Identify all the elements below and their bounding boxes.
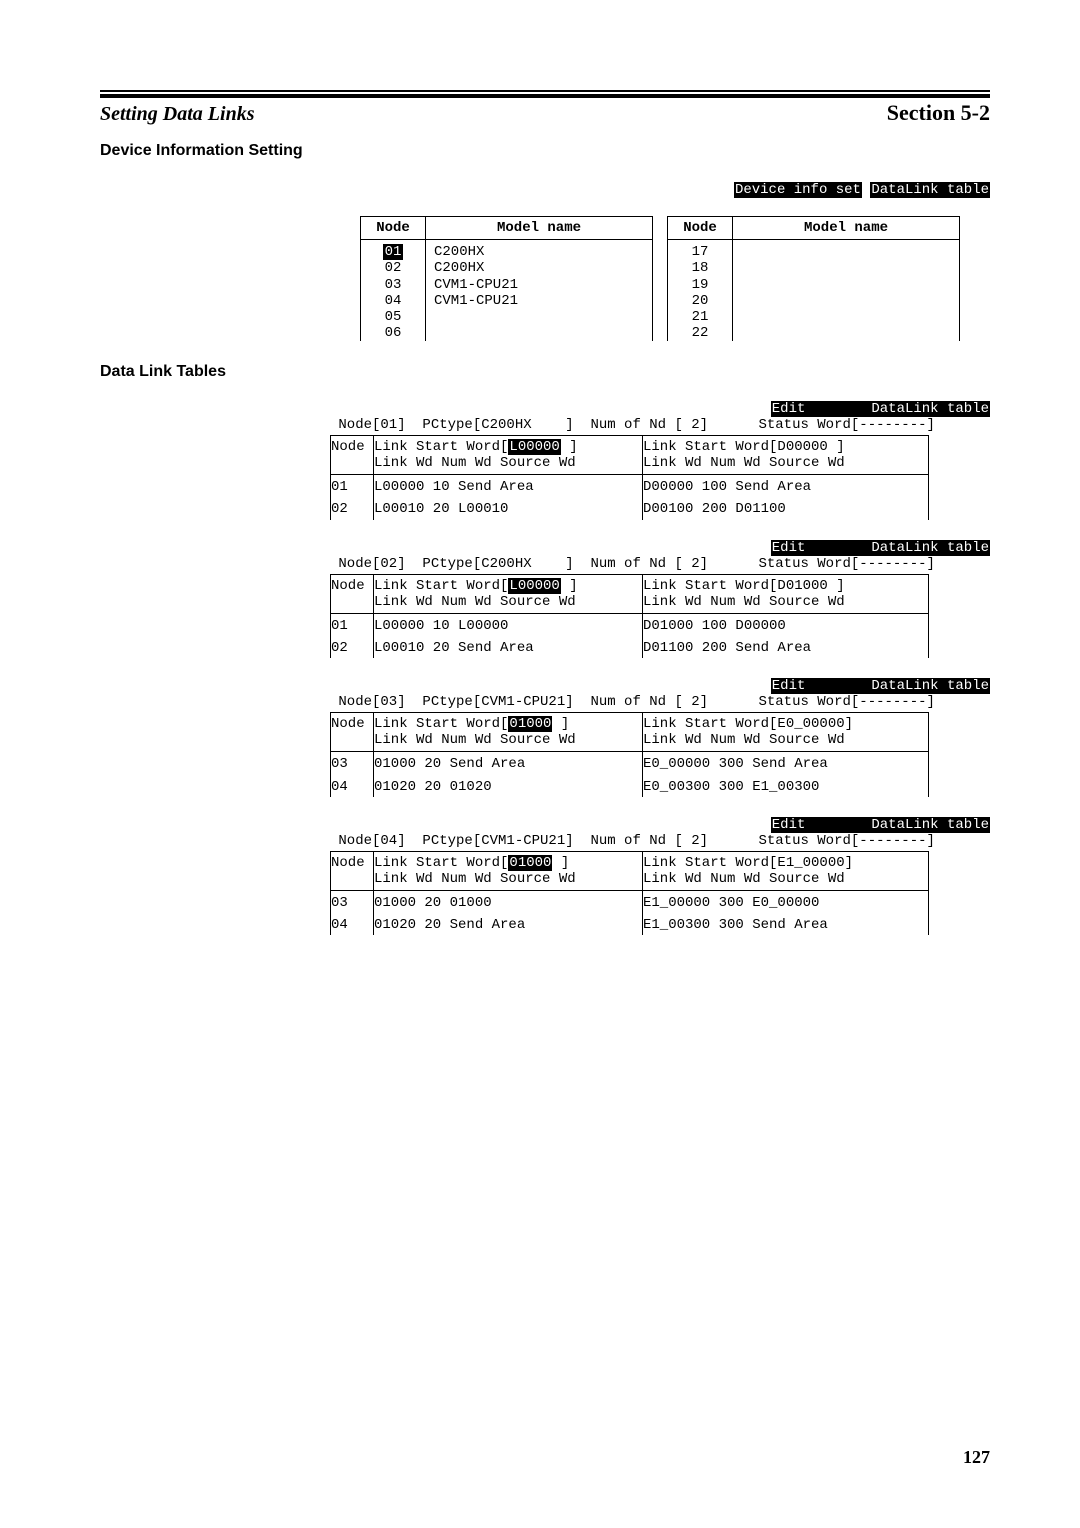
tag-edit: Edit [771,540,871,556]
tag-datalink-table: DataLink table [870,401,990,417]
dl-head-area2: Link Start Word[D00000 ] Link Wd Num Wd … [643,436,929,475]
dl-row-node: 01 [331,475,374,498]
header-right: Section 5-2 [887,100,990,126]
dl-row-a1: L00000 10 Send Area [374,475,643,498]
dl-row-a2: D00100 200 D01100 [643,497,929,519]
dl-tag-row: Edit DataLink table [330,540,990,556]
dl-row-a2: D00000 100 Send Area [643,475,929,498]
dl-tag-row: Edit DataLink table [330,401,990,417]
dl-title-row: Node[04] PCtype[CVM1-CPU21] Num of Nd [ … [330,833,990,849]
device-node-cell: 04 [361,293,426,309]
header-left: Setting Data Links [100,103,254,126]
page-header: Setting Data Links Section 5-2 [100,100,990,126]
dl-head-area1: Link Start Word[01000 ] Link Wd Num Wd S… [374,713,643,752]
dl-row-node: 02 [331,636,374,658]
dl-head-area2: Link Start Word[D01000 ] Link Wd Num Wd … [643,574,929,613]
tag-edit: Edit [771,401,871,417]
device-table-right: NodeModel name171819202122 [667,216,960,341]
dl-head-node: Node [331,436,374,475]
dl-table: Node Link Start Word[01000 ] Link Wd Num… [330,851,929,935]
device-node-cell: 20 [668,293,733,309]
dl-head-area1: Link Start Word[01000 ] Link Wd Num Wd S… [374,851,643,890]
dl-row-a1: L00010 20 Send Area [374,636,643,658]
device-model-cell [426,325,653,341]
dl-title-row: Node[01] PCtype[C200HX ] Num of Nd [ 2] … [330,417,990,433]
dl-head-area2: Link Start Word[E1_00000] Link Wd Num Wd… [643,851,929,890]
page-number: 127 [963,1447,990,1468]
dl-row-a1: 01000 20 Send Area [374,752,643,775]
dl-row-a1: 01020 20 01020 [374,775,643,797]
dl-row-node: 03 [331,891,374,914]
dl-row-a1: 01000 20 01000 [374,891,643,914]
device-node-cell: 19 [668,277,733,293]
dl-row-a2: E0_00300 300 E1_00300 [643,775,929,797]
dl-row-node: 04 [331,775,374,797]
tag-edit: Edit [771,817,871,833]
dl-row-node: 03 [331,752,374,775]
dl-row-a2: D01100 200 Send Area [643,636,929,658]
dl-row-node: 01 [331,613,374,636]
dl-row-a2: E1_00300 300 Send Area [643,913,929,935]
device-node-cell: 01 [361,240,426,261]
dl-row-a2: E0_00000 300 Send Area [643,752,929,775]
tag-datalink-table: DataLink table [870,678,990,694]
tag-datalink-table: DataLink table [870,182,990,198]
dl-row-node: 02 [331,497,374,519]
tag-edit: Edit [771,678,871,694]
device-model-cell [733,277,960,293]
device-node-cell: 18 [668,260,733,276]
device-model-cell [733,293,960,309]
tag-datalink-table: DataLink table [870,540,990,556]
device-model-cell: C200HX [426,260,653,276]
dl-title-row: Node[03] PCtype[CVM1-CPU21] Num of Nd [ … [330,694,990,710]
device-model-cell [733,240,960,261]
device-node-cell: 03 [361,277,426,293]
device-model-cell: C200HX [426,240,653,261]
dl-tag-row: Edit DataLink table [330,678,990,694]
dl-row-a1: L00000 10 L00000 [374,613,643,636]
dl-tag-row: Edit DataLink table [330,817,990,833]
device-model-cell: CVM1-CPU21 [426,293,653,309]
dl-table: Node Link Start Word[01000 ] Link Wd Num… [330,712,929,796]
dl-head-area1: Link Start Word[L00000 ] Link Wd Num Wd … [374,436,643,475]
tag-datalink-table: DataLink table [870,817,990,833]
device-node-cell: 06 [361,325,426,341]
device-table-left: NodeModel name01C200HX02C200HX03CVM1-CPU… [360,216,653,341]
dl-table: Node Link Start Word[L00000 ] Link Wd Nu… [330,435,929,519]
device-node-cell: 05 [361,309,426,325]
dl-row-node: 04 [331,913,374,935]
section-device-info: Device Information Setting [100,142,990,160]
device-node-cell: 17 [668,240,733,261]
device-node-cell: 22 [668,325,733,341]
dl-row-a2: E1_00000 300 E0_00000 [643,891,929,914]
dl-head-area1: Link Start Word[L00000 ] Link Wd Num Wd … [374,574,643,613]
dl-head-node: Node [331,851,374,890]
device-node-cell: 21 [668,309,733,325]
dl-head-area2: Link Start Word[E0_00000] Link Wd Num Wd… [643,713,929,752]
dl-row-a2: D01000 100 D00000 [643,613,929,636]
dl-row-a1: 01020 20 Send Area [374,913,643,935]
tag-device-info-set: Device info set [734,182,862,198]
device-node-cell: 02 [361,260,426,276]
device-model-cell: CVM1-CPU21 [426,277,653,293]
device-model-cell [733,309,960,325]
dl-row-a1: L00010 20 L00010 [374,497,643,519]
device-model-cell [426,309,653,325]
section-datalink-tables: Data Link Tables [100,363,990,381]
dl-head-node: Node [331,713,374,752]
dl-title-row: Node[02] PCtype[C200HX ] Num of Nd [ 2] … [330,556,990,572]
device-info-tags: Device info set DataLink table [360,166,990,214]
dl-head-node: Node [331,574,374,613]
dl-table: Node Link Start Word[L00000 ] Link Wd Nu… [330,574,929,658]
device-model-cell [733,325,960,341]
device-model-cell [733,260,960,276]
